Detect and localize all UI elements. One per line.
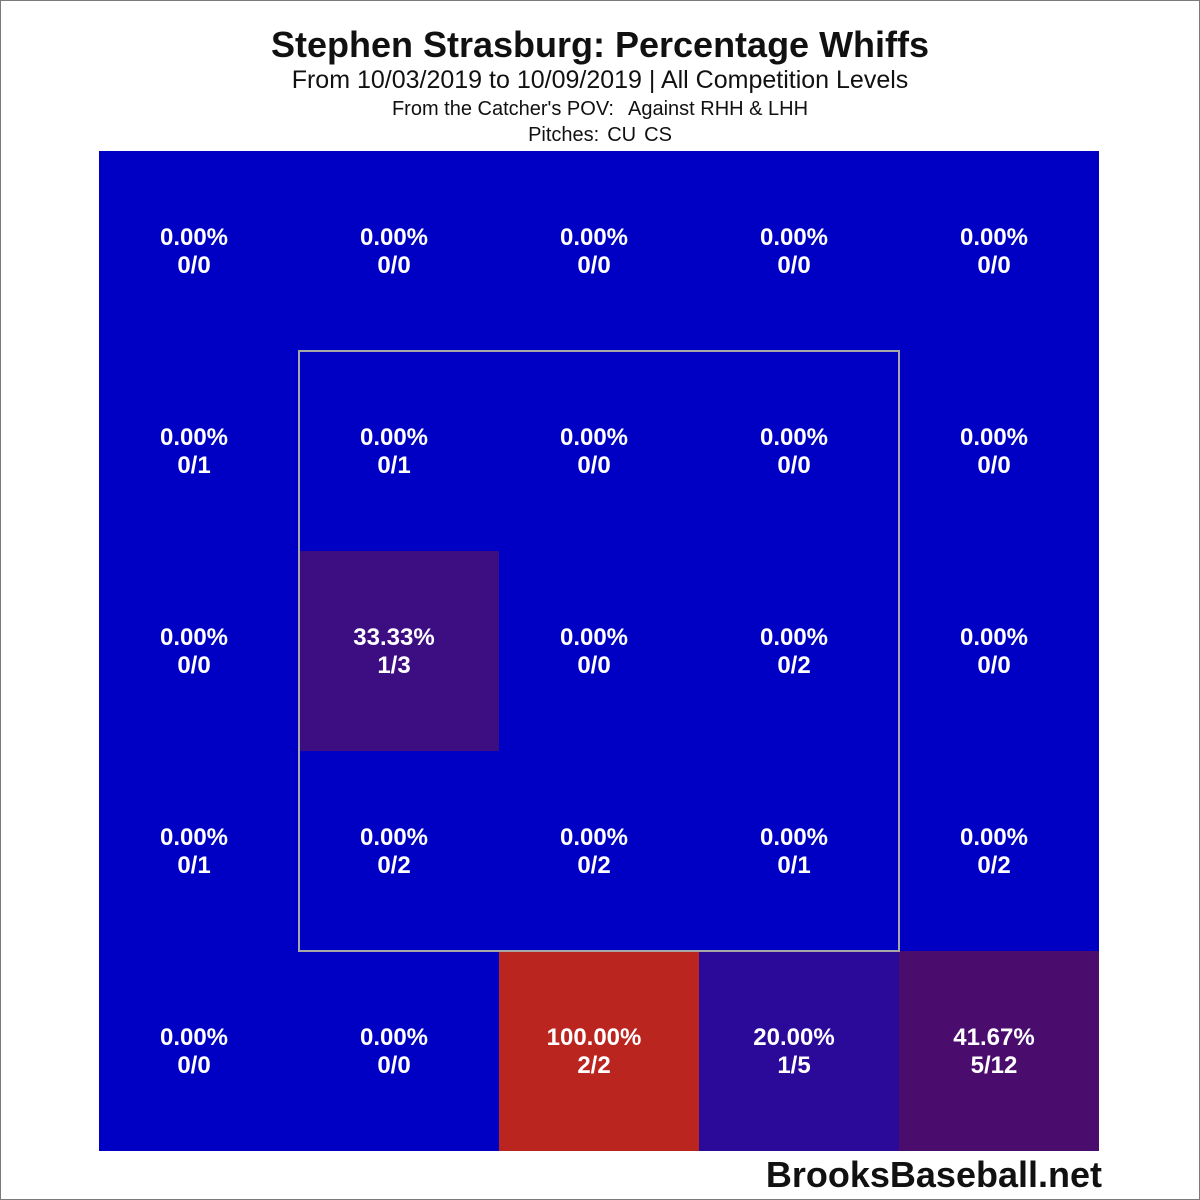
heatmap-cell-r5-c2 [299,951,499,1151]
whiff-heatmap: 0.00%0/00.00%0/00.00%0/00.00%0/00.00%0/0… [99,151,1099,1151]
cell-percentage-label: 0.00% [960,824,1028,851]
cell-count-label: 0/0 [177,252,210,279]
cell-count-label: 0/0 [777,452,810,479]
heatmap-cell-r3-c3 [499,551,699,751]
cell-percentage-label: 41.67% [953,1024,1034,1051]
heatmap-cell-r2-c5 [899,351,1099,551]
cell-count-label: 0/1 [377,452,410,479]
strike-zone-outline [298,350,900,952]
cell-percentage-label: 0.00% [560,224,628,251]
heatmap-cell-r1-c1 [99,151,299,351]
cell-percentage-label: 0.00% [160,424,228,451]
heatmap-cell-r2-c3 [499,351,699,551]
cell-count-label: 5/12 [971,1052,1018,1079]
cell-percentage-label: 0.00% [760,824,828,851]
heatmap-cell-r4-c3 [499,751,699,951]
cell-percentage-label: 0.00% [760,424,828,451]
cell-percentage-label: 0.00% [760,224,828,251]
cell-count-label: 0/1 [177,452,210,479]
cell-percentage-label: 0.00% [960,424,1028,451]
cell-count-label: 1/5 [777,1052,810,1079]
cell-percentage-label: 100.00% [547,1024,642,1051]
heatmap-cell-r3-c4 [699,551,899,751]
cell-count-label: 0/0 [977,652,1010,679]
cell-count-label: 0/0 [777,252,810,279]
heatmap-cell-r1-c2 [299,151,499,351]
batters-label: Against RHH & LHH [627,98,809,120]
chart-title: Stephen Strasburg: Percentage Whiffs [270,24,930,65]
cell-percentage-label: 0.00% [960,224,1028,251]
cell-percentage-label: 33.33% [353,624,434,651]
cell-count-label: 0/0 [977,452,1010,479]
watermark: BrooksBaseball.net [765,1154,1102,1195]
pitch-type-1: CU [607,124,637,146]
heatmap-cell-r4-c2 [299,751,499,951]
cell-percentage-label: 20.00% [753,1024,834,1051]
heatmap-cell-r4-c1 [99,751,299,951]
cell-count-label: 0/2 [977,852,1010,879]
cell-percentage-label: 0.00% [760,624,828,651]
chart-subtitle: From 10/03/2019 to 10/09/2019 | All Comp… [291,66,909,94]
heatmap-cell-r3-c2 [299,551,499,751]
heatmap-cell-r5-c5 [899,951,1099,1151]
pitches-label: Pitches: [528,124,600,146]
heatmap-cell-r5-c1 [99,951,299,1151]
pov-label: From the Catcher's POV: [391,98,614,120]
cell-percentage-label: 0.00% [360,224,428,251]
cell-percentage-label: 0.00% [560,824,628,851]
heatmap-cell-r2-c2 [299,351,499,551]
heatmap-cell-r4-c5 [899,751,1099,951]
cell-count-label: 0/0 [377,1052,410,1079]
cell-percentage-label: 0.00% [560,624,628,651]
cell-percentage-label: 0.00% [960,624,1028,651]
cell-percentage-label: 0.00% [360,1024,428,1051]
cell-count-label: 0/0 [977,252,1010,279]
pitches-line: Pitches: CU CS [0,124,1200,147]
cell-count-label: 1/3 [377,652,410,679]
cell-count-label: 0/2 [377,852,410,879]
heatmap-cell-r3-c1 [99,551,299,751]
heatmap-cell-r2-c4 [699,351,899,551]
cell-percentage-label: 0.00% [160,224,228,251]
pitch-type-2: CS [644,124,672,146]
cell-percentage-label: 0.00% [160,1024,228,1051]
cell-percentage-label: 0.00% [560,424,628,451]
cell-count-label: 0/0 [177,652,210,679]
heatmap-cell-r1-c3 [499,151,699,351]
heatmap-cell-r5-c4 [699,951,899,1151]
cell-count-label: 0/0 [577,252,610,279]
heatmap-cell-r3-c5 [899,551,1099,751]
cell-count-label: 0/0 [577,452,610,479]
heatmap-cell-r4-c4 [699,751,899,951]
cell-count-label: 0/2 [577,852,610,879]
cell-percentage-label: 0.00% [160,624,228,651]
heatmap-cell-r1-c4 [699,151,899,351]
cell-percentage-label: 0.00% [160,824,228,851]
heatmap-cell-r2-c1 [99,351,299,551]
cell-count-label: 2/2 [577,1052,610,1079]
cell-percentage-label: 0.00% [360,424,428,451]
cell-count-label: 0/2 [777,652,810,679]
heatmap-cell-r5-c3 [499,951,699,1151]
cell-percentage-label: 0.00% [360,824,428,851]
cell-count-label: 0/0 [577,652,610,679]
heatmap-cell-r1-c5 [899,151,1099,351]
cell-count-label: 0/1 [177,852,210,879]
pov-line: From the Catcher's POV: Against RHH & LHH [0,98,1200,121]
cell-count-label: 0/0 [377,252,410,279]
cell-count-label: 0/0 [177,1052,210,1079]
cell-count-label: 0/1 [777,852,810,879]
